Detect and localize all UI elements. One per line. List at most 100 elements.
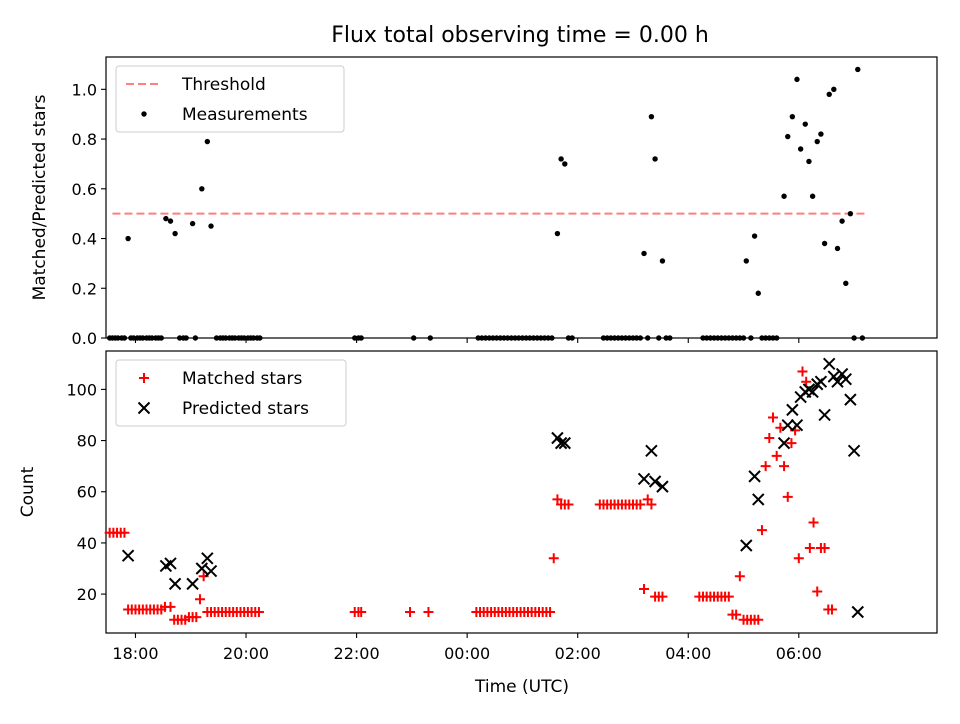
predicted-star-point <box>827 370 841 383</box>
measurement-point <box>751 233 758 239</box>
matched-star-point <box>782 491 793 502</box>
measurement-point <box>785 133 791 140</box>
predicted-star-point <box>777 436 791 450</box>
matched-star-point <box>756 525 767 536</box>
matched-star-point <box>423 607 434 618</box>
measurement-point <box>821 240 828 247</box>
y-tick-label: 60 <box>77 483 97 502</box>
predicted-star-point <box>814 375 828 388</box>
matched-star-point <box>731 609 742 620</box>
y-tick-label: 20 <box>77 585 97 604</box>
predicted-star-point <box>204 564 218 578</box>
measurement-point <box>172 230 178 237</box>
matched-star-point <box>563 499 574 510</box>
matched-star-point <box>552 494 563 505</box>
measurement-point <box>189 220 196 227</box>
matched-star-point <box>793 553 804 564</box>
predicted-star-point <box>831 375 844 388</box>
predicted-star-point <box>645 444 658 458</box>
measurement-point <box>427 335 433 341</box>
legend-matched-swatch <box>139 373 149 383</box>
measurement-point <box>834 245 841 252</box>
matched-star-point <box>356 607 367 618</box>
x-tick-label: 22:00 <box>334 644 380 663</box>
measurement-point <box>167 218 174 224</box>
predicted-star-point <box>201 552 214 565</box>
matched-star-point <box>760 461 771 472</box>
predicted-star-point <box>847 444 861 458</box>
x-tick-label: 18:00 <box>112 644 158 663</box>
legend-entry: Predicted stars <box>182 399 309 419</box>
predicted-star-point <box>851 605 864 619</box>
predicted-star-point <box>752 493 765 506</box>
matched-star-point <box>797 366 808 377</box>
measurement-point <box>163 215 169 222</box>
y-tick-label: 100 <box>66 380 97 399</box>
matched-star-point <box>779 461 790 472</box>
predicted-star-point <box>558 436 572 450</box>
measurement-point <box>121 335 128 341</box>
predicted-star-point <box>164 557 177 570</box>
predicted-star-point <box>818 408 831 422</box>
measurement-point <box>794 76 800 83</box>
matched-star-point <box>642 494 653 505</box>
x-tick-label: 02:00 <box>555 644 601 663</box>
matched-star-point <box>775 422 786 433</box>
measurement-point <box>831 86 837 93</box>
predicted-star-point <box>551 431 564 445</box>
legend-box <box>115 65 345 133</box>
measurement-point <box>851 335 857 341</box>
measurement-point <box>411 335 417 341</box>
matched-star-point <box>826 604 837 615</box>
measurement-point <box>839 218 845 224</box>
measurement-point <box>637 335 644 341</box>
predicted-star-point <box>839 372 853 386</box>
measurement-point <box>659 258 666 264</box>
matched-star-point <box>808 517 819 528</box>
matched-star-point <box>657 591 668 602</box>
measurement-point <box>818 131 824 137</box>
measurement-point <box>204 138 211 145</box>
matched-star-point <box>801 376 812 387</box>
measurement-point <box>755 290 761 296</box>
predicted-star-point <box>637 472 651 486</box>
y-tick-label: 0.6 <box>72 180 97 199</box>
measurement-point <box>208 223 214 229</box>
predicted-star-point <box>823 357 836 371</box>
matched-star-point <box>119 527 130 538</box>
measurement-point <box>554 230 561 237</box>
measurement-point <box>192 335 199 341</box>
x-tick-label: 20:00 <box>223 644 269 663</box>
measurement-point <box>667 335 673 341</box>
predicted-star-point <box>656 480 669 493</box>
measurement-point <box>814 138 820 145</box>
y-tick-label: 0.4 <box>72 230 97 249</box>
legend-measurement-swatch <box>141 111 147 117</box>
y-tick-label: 80 <box>77 432 97 451</box>
measurement-point <box>652 156 658 162</box>
matched-star-point <box>723 591 734 602</box>
measurement-point <box>740 335 747 341</box>
measurement-point <box>806 158 812 165</box>
measurement-point <box>569 335 575 341</box>
matched-star-point <box>253 607 264 618</box>
measurement-point <box>743 258 749 264</box>
matched-star-point <box>771 450 782 461</box>
y-tick-label: 40 <box>77 534 97 553</box>
bottom-panel: 20 40 60 80 100 18:00 20:00 22:00 00:00 02:00 04:0… <box>18 350 938 663</box>
matched-star-point <box>753 614 764 625</box>
predicted-star-point <box>835 367 849 381</box>
y-axis-label: Count <box>18 466 38 517</box>
measurement-point <box>773 335 780 341</box>
measurement-point <box>562 161 568 167</box>
measurement-point <box>183 335 189 341</box>
matched-star-point <box>194 594 205 605</box>
measurement-point <box>789 113 796 120</box>
measurement-point <box>826 91 832 98</box>
x-tick-label: 06:00 <box>776 644 822 663</box>
x-axis-label: Time (UTC) <box>474 677 569 697</box>
matched-star-point <box>786 438 797 449</box>
measurement-point <box>748 335 754 341</box>
legend-entry: Measurements <box>182 105 308 125</box>
